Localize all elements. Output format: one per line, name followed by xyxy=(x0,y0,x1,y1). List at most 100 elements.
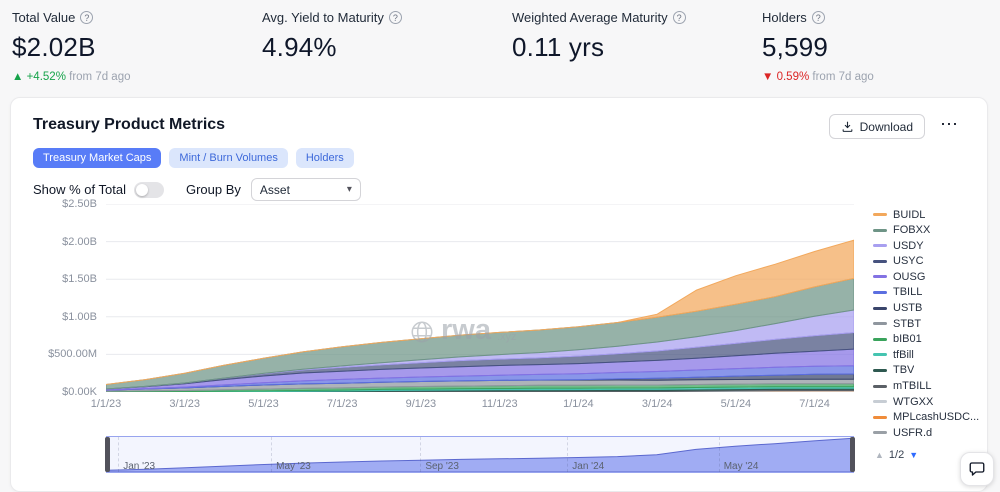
download-label: Download xyxy=(859,119,913,134)
legend-swatch xyxy=(873,322,887,326)
legend-label: WTGXX xyxy=(893,395,934,408)
range-brush[interactable]: Jan '23 May '23 Sep '23 Jan '24 May '24 xyxy=(105,436,855,473)
chart-legend: BUIDL FOBXX USDY USYC OUSG TBILL USTB STBT bIB01… xyxy=(873,208,985,442)
stats-bar: Total Value ? $2.02B ▲ +4.52% from 7d ag… xyxy=(0,0,1000,97)
legend-label: USFR.d xyxy=(893,426,933,439)
legend-swatch xyxy=(873,353,887,357)
toggle-knob xyxy=(135,183,148,196)
legend-page-indicator: 1/2 xyxy=(888,449,905,461)
legend-label: BUIDL xyxy=(893,208,926,221)
chevron-down-icon: ▾ xyxy=(346,184,352,195)
card-title: Treasury Product Metrics xyxy=(33,116,226,133)
legend-label: TBILL xyxy=(893,286,923,299)
legend-label: MPLcashUSDC... xyxy=(893,411,980,424)
down-arrow-icon: ▼ xyxy=(762,71,774,83)
stat-value: $2.02B xyxy=(12,32,96,62)
legend-prev-icon[interactable]: ▲ xyxy=(875,450,884,460)
group-by-value: Asset xyxy=(259,182,290,197)
legend-item-mTBILL[interactable]: mTBILL xyxy=(873,380,985,393)
stacked-area-chart[interactable] xyxy=(106,204,854,392)
help-icon[interactable]: ? xyxy=(80,11,94,24)
legend-item-tfBill[interactable]: tfBill xyxy=(873,348,985,361)
legend-item-WTGXX[interactable]: WTGXX xyxy=(873,395,985,408)
brush-minimap-chart xyxy=(106,437,854,473)
group-by-select[interactable]: Asset ▾ xyxy=(250,178,361,201)
show-pct-label: Show % of Total xyxy=(33,182,126,197)
legend-swatch xyxy=(873,368,887,372)
y-tick-label: $0.00K xyxy=(62,386,97,398)
legend-item-USFR.d[interactable]: USFR.d xyxy=(873,426,985,439)
x-tick-label: 7/1/23 xyxy=(326,398,358,410)
legend-swatch xyxy=(873,244,887,248)
legend-label: mTBILL xyxy=(893,380,932,393)
legend-label: tfBill xyxy=(893,348,914,361)
help-icon[interactable]: ? xyxy=(811,11,825,24)
legend-label: bIB01 xyxy=(893,333,922,346)
up-arrow-icon: ▲ xyxy=(12,71,24,83)
overflow-menu-icon[interactable]: ⋯ xyxy=(940,114,959,134)
metric-tabs: Treasury Market Caps Mint / Burn Volumes… xyxy=(33,148,354,168)
legend-label: OUSG xyxy=(893,270,926,283)
legend-swatch xyxy=(873,290,887,294)
download-button[interactable]: Download xyxy=(828,114,925,139)
x-axis-labels: 1/1/23 3/1/23 5/1/23 7/1/23 9/1/23 11/1/23 1/1… xyxy=(91,398,854,412)
brush-handle-right[interactable] xyxy=(850,437,855,472)
y-axis-labels: $0.00K $500.00M $1.00B $1.50B $2.00B $2.50B xyxy=(11,198,97,398)
chat-launcher-button[interactable] xyxy=(960,452,994,486)
stat-value: 5,599 xyxy=(762,32,829,62)
y-tick-label: $500.00M xyxy=(48,348,97,361)
stat-total-value: Total Value ? $2.02B ▲ +4.52% from 7d ag… xyxy=(12,10,131,83)
delta-percent: +4.52% xyxy=(26,71,66,83)
legend-swatch xyxy=(873,228,887,232)
stat-label: Weighted Average Maturity xyxy=(512,10,668,25)
tab-mint-burn-volumes[interactable]: Mint / Burn Volumes xyxy=(169,148,288,168)
legend-swatch xyxy=(873,306,887,310)
help-icon[interactable]: ? xyxy=(388,11,402,24)
legend-swatch xyxy=(873,275,887,279)
legend-label: USTB xyxy=(893,302,923,315)
tab-holders[interactable]: Holders xyxy=(295,148,354,168)
stat-label: Avg. Yield to Maturity xyxy=(262,10,384,25)
legend-swatch xyxy=(873,415,887,419)
legend-next-icon[interactable]: ▼ xyxy=(909,450,919,460)
brush-handle-left[interactable] xyxy=(105,437,110,472)
legend-item-TBILL[interactable]: TBILL xyxy=(873,286,985,299)
tab-treasury-market-caps[interactable]: Treasury Market Caps xyxy=(33,148,162,168)
x-tick-label: 1/1/23 xyxy=(90,398,122,410)
treasury-metrics-card: Treasury Product Metrics Download ⋯ Trea… xyxy=(10,97,988,492)
chat-bubble-icon xyxy=(969,462,985,476)
legend-item-TBV[interactable]: TBV xyxy=(873,364,985,377)
stat-holders: Holders ? 5,599 ▼ 0.59% from 7d ago xyxy=(762,10,874,83)
x-tick-label: 9/1/23 xyxy=(405,398,437,410)
stat-value: 0.11 yrs xyxy=(512,32,605,62)
x-tick-label: 3/1/23 xyxy=(169,398,200,410)
show-pct-toggle[interactable] xyxy=(133,181,164,198)
chart-controls: Show % of Total Group By Asset ▾ xyxy=(33,178,361,201)
delta-suffix: from 7d ago xyxy=(69,71,131,83)
area-series-BUIDL[interactable] xyxy=(106,239,854,385)
y-tick-label: $2.00B xyxy=(62,235,97,248)
legend-item-USTB[interactable]: USTB xyxy=(873,302,985,315)
legend-item-FOBXX[interactable]: FOBXX xyxy=(873,224,985,237)
legend-item-OUSG[interactable]: OUSG xyxy=(873,270,985,283)
x-tick-label: 11/1/23 xyxy=(481,398,518,410)
stat-delta: ▲ +4.52% from 7d ago xyxy=(12,71,131,83)
x-tick-label: 1/1/24 xyxy=(563,398,594,410)
legend-swatch xyxy=(873,384,887,388)
help-icon[interactable]: ? xyxy=(672,11,686,24)
legend-item-USYC[interactable]: USYC xyxy=(873,255,985,268)
legend-item-BUIDL[interactable]: BUIDL xyxy=(873,208,985,221)
y-tick-label: $1.00B xyxy=(62,310,97,323)
delta-suffix: from 7d ago xyxy=(812,71,874,83)
legend-item-STBT[interactable]: STBT xyxy=(873,317,985,330)
y-tick-label: $2.50B xyxy=(62,198,97,210)
legend-item-MPLcashUSDC...[interactable]: MPLcashUSDC... xyxy=(873,411,985,424)
stat-weighted-maturity: Weighted Average Maturity ? 0.11 yrs xyxy=(512,10,686,63)
legend-item-USDY[interactable]: USDY xyxy=(873,239,985,252)
stat-avg-yield: Avg. Yield to Maturity ? 4.94% xyxy=(262,10,402,63)
legend-swatch xyxy=(873,431,887,435)
legend-item-bIB01[interactable]: bIB01 xyxy=(873,333,985,346)
stat-value: 4.94% xyxy=(262,32,337,62)
legend-label: USDY xyxy=(893,239,924,252)
